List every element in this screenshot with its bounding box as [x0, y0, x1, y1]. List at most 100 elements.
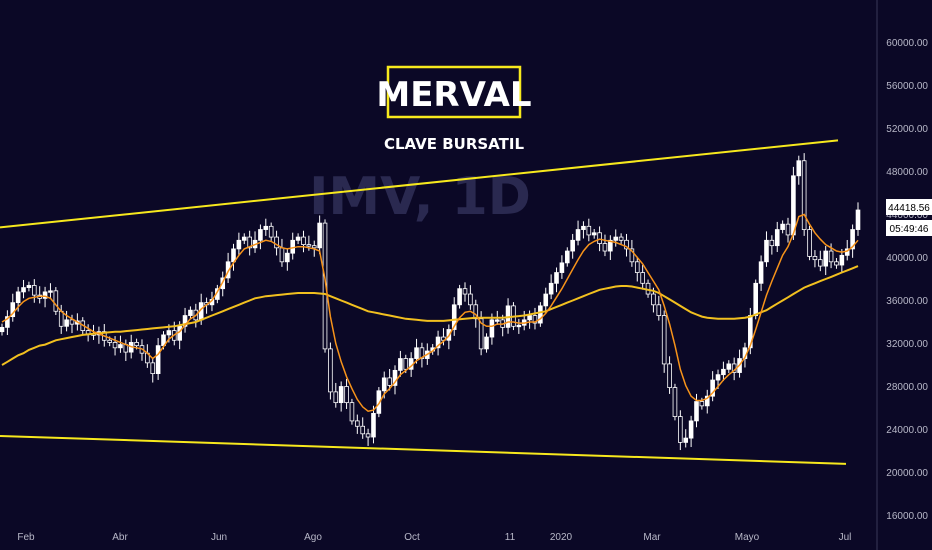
y-tick-label: 24000.00	[886, 425, 928, 436]
candle-body	[678, 416, 683, 443]
candle-body	[188, 309, 193, 316]
candle-body	[618, 236, 624, 241]
candle-body	[398, 358, 403, 371]
candle-body	[613, 236, 619, 241]
countdown-tag	[886, 220, 932, 236]
y-tick-label: 60000.00	[886, 38, 928, 49]
candle-body	[721, 368, 726, 376]
candle-body	[0, 326, 5, 333]
candle-body	[53, 290, 59, 312]
last-price-tag	[886, 199, 932, 215]
price-axis[interactable]: 60000.00 56000.00 52000.00 48000.00 44000.00…	[886, 38, 928, 522]
candle-body	[683, 437, 689, 443]
title-box	[386, 65, 522, 119]
candle-body	[387, 377, 392, 386]
y-tick-label: 44000.00	[886, 210, 928, 221]
candle-body	[753, 282, 759, 316]
candle-body	[473, 304, 479, 320]
x-tick-label: Mayo	[735, 532, 760, 543]
candle-body	[32, 285, 37, 296]
y-tick-label: 48000.00	[886, 167, 928, 178]
candle-body	[543, 293, 549, 307]
candle-body	[823, 250, 828, 267]
channel-upper-line[interactable]	[0, 139, 839, 229]
candle-body	[468, 293, 473, 306]
candle-body	[564, 250, 570, 264]
candle-body	[494, 319, 500, 322]
candle-body	[855, 209, 861, 230]
candle-body	[484, 336, 489, 350]
candle-body	[285, 252, 290, 263]
candle-body	[10, 302, 16, 318]
candle-body	[828, 250, 834, 263]
candle-body	[451, 304, 457, 330]
candle-body	[478, 318, 484, 350]
candle-body	[279, 247, 285, 263]
candle-body	[785, 223, 791, 236]
candle-body	[548, 282, 554, 295]
candle-body	[69, 319, 75, 325]
candle-body	[586, 225, 592, 236]
candle-body	[274, 236, 279, 249]
candle-body	[435, 336, 441, 349]
candle-body	[365, 433, 371, 438]
y-tick-label: 36000.00	[886, 296, 928, 307]
candle-body	[796, 160, 802, 177]
candle-body	[322, 222, 328, 350]
candle-body	[634, 261, 640, 273]
candle-body	[360, 425, 366, 435]
y-tick-label: 56000.00	[886, 81, 928, 92]
candle-body	[516, 324, 522, 328]
candle-body	[107, 339, 112, 343]
candle-body	[241, 236, 247, 241]
candle-body	[581, 225, 586, 230]
chart-title: MERVAL	[376, 75, 531, 115]
candle-body	[597, 232, 602, 244]
candle-body	[268, 225, 274, 238]
time-axis[interactable]: Feb Abr Jun Ago Oct 11 2020 Mar Mayo Jul	[17, 532, 851, 543]
candle-body	[392, 369, 398, 386]
candle-body	[629, 248, 635, 263]
candle-body	[166, 330, 172, 336]
last-price-label: 44418.56	[888, 203, 930, 214]
candle-body	[118, 344, 123, 349]
ma-fast-line	[1, 213, 859, 413]
x-tick-label: Oct	[404, 532, 420, 543]
candle-body	[812, 256, 818, 261]
candle-body	[419, 347, 425, 359]
candle-body	[688, 420, 694, 439]
candle-body	[791, 175, 796, 236]
y-tick-label: 28000.00	[886, 382, 928, 393]
candle-body	[64, 319, 69, 327]
ma-slow-line	[1, 265, 859, 366]
candle-body	[554, 272, 559, 284]
candle-body	[338, 386, 344, 404]
candle-body	[559, 262, 565, 273]
candle-body	[769, 239, 775, 247]
channel-lower-line[interactable]	[0, 434, 847, 465]
candle-body	[715, 374, 721, 381]
candle-body	[758, 261, 764, 284]
candle-body	[570, 239, 575, 252]
x-tick-label: 2020	[550, 532, 573, 543]
candle-body	[236, 239, 242, 250]
candle-body	[608, 239, 613, 252]
candle-body	[538, 305, 543, 324]
x-tick-label: 11	[505, 532, 516, 543]
candle-body	[317, 222, 322, 249]
candle-body	[575, 229, 581, 241]
candle-body	[371, 412, 376, 438]
candle-body	[818, 259, 823, 267]
candle-body	[672, 387, 678, 418]
candle-body	[247, 236, 252, 249]
candle-body	[780, 223, 785, 230]
candle-body	[839, 254, 845, 266]
candle-body	[333, 391, 339, 404]
candle-body	[764, 239, 769, 263]
chart-subtitle: CLAVE BURSATIL	[384, 135, 524, 153]
candle-body	[112, 342, 118, 349]
candle-body	[457, 288, 462, 306]
candle-body	[5, 316, 10, 328]
x-tick-label: Jun	[211, 532, 227, 543]
